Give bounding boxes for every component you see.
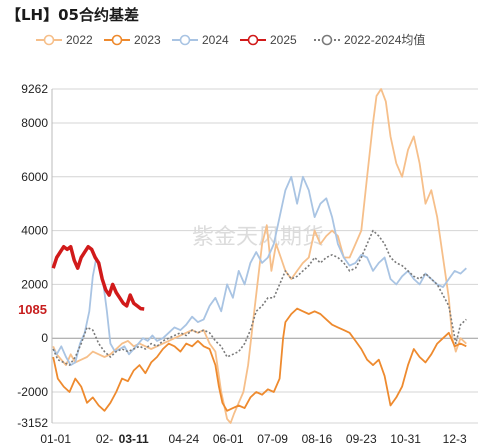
legend-label-2023: 2023 [134, 33, 161, 47]
watermark: 紫金天风期货 [192, 225, 324, 250]
x-tick-label: 04-24 [169, 432, 200, 446]
chart-title: 【LH】05合约基差 [6, 6, 139, 24]
last-value-label: 1085 [18, 302, 47, 317]
legend-marker-2022 [43, 34, 55, 46]
y-tick-label: 9262 [21, 82, 48, 96]
x-tick-label: 06-01 [213, 432, 244, 446]
legend-marker-2023 [111, 34, 123, 46]
legend-marker-2024 [179, 34, 191, 46]
series-layer [51, 88, 467, 424]
legend-marker-2022-2024均值 [321, 34, 333, 46]
x-tick-label: 08-16 [302, 432, 333, 446]
legend-label-2022-2024均值: 2022-2024均值 [344, 32, 425, 47]
x-tick-label: 10-31 [390, 432, 421, 446]
series-line-2023 [52, 307, 467, 412]
legend-label-2022: 2022 [66, 33, 93, 47]
value-label-layer: 1085 [18, 302, 47, 317]
x-tick-label: 09-23 [346, 432, 377, 446]
y-tick-label: 0 [41, 331, 48, 345]
x-tick-label: 07-09 [257, 432, 288, 446]
axis-labels: -3152 -2000 0 2000 4000 6000 8000 9262 01-01 02- 0… [17, 82, 467, 446]
series-line-2022 [52, 88, 467, 424]
legend-marker-2025 [247, 34, 259, 46]
y-tick-label: -3152 [17, 416, 48, 430]
y-tick-label: 2000 [21, 277, 48, 291]
y-tick-label: 8000 [21, 116, 48, 130]
x-tick-label: 03-11 [119, 432, 149, 446]
series-line-2022-2024均值 [52, 229, 467, 366]
y-tick-label: 6000 [21, 170, 48, 184]
x-tick-label: 12-3 [443, 432, 467, 446]
legend-label-2024: 2024 [202, 33, 229, 47]
y-tick-label: -2000 [17, 385, 48, 399]
series-line-2024 [52, 175, 467, 366]
legend-label-2025: 2025 [270, 33, 297, 47]
legend: 2022 2023 2024 2025 2022-2024均值 [36, 32, 425, 47]
x-tick-label: 02- [96, 432, 113, 446]
x-tick-label: 01-01 [40, 432, 71, 446]
series-line-2025 [51, 244, 145, 311]
y-tick-label: 4000 [21, 224, 48, 238]
